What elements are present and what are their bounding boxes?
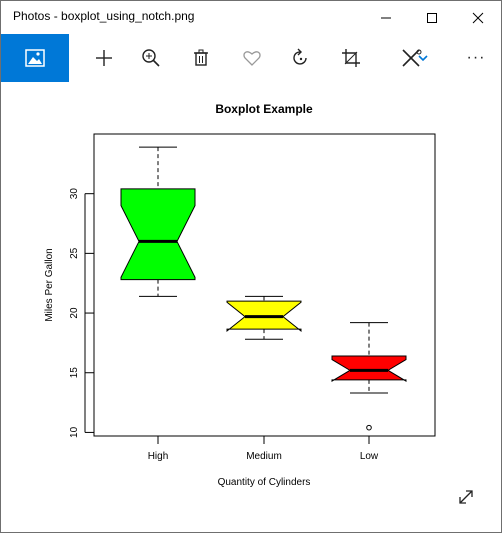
x-axis-label: Quantity of Cylinders (218, 477, 311, 488)
rotate-button[interactable] (278, 34, 324, 82)
more-icon: ··· (466, 49, 486, 66)
fullscreen-button[interactable] (455, 486, 477, 508)
view-image-button[interactable] (1, 34, 69, 82)
y-tick-label: 20 (69, 307, 80, 319)
chart-title: Boxplot Example (215, 102, 313, 116)
box-low (331, 322, 407, 431)
add-icon (96, 50, 112, 66)
outlier-point (366, 424, 372, 431)
image-icon (25, 49, 45, 67)
chevron-down-icon (418, 55, 428, 62)
delete-button[interactable] (178, 34, 224, 82)
edit-button[interactable] (389, 34, 435, 82)
toolbar (1, 34, 501, 82)
rotate-icon (293, 48, 307, 65)
image-viewer: Boxplot Example Quantity of Cylinders Mi… (1, 82, 501, 532)
delete-icon (194, 49, 208, 66)
maximize-button[interactable] (409, 1, 455, 34)
close-icon (472, 12, 484, 23)
x-tick-label: Low (360, 451, 379, 462)
box-medium (226, 295, 302, 340)
maximize-icon (427, 12, 437, 23)
y-tick-label: 10 (69, 426, 80, 438)
crop-button[interactable] (328, 34, 374, 82)
minimize-icon (381, 17, 391, 18)
edit-icon (402, 49, 422, 67)
zoom-in-button[interactable] (128, 34, 174, 82)
edit-menu-button[interactable] (411, 34, 435, 82)
box-high (120, 146, 196, 297)
x-tick-label: Medium (246, 451, 282, 462)
y-axis-label: Miles Per Gallon (44, 248, 55, 321)
expand-icon (459, 490, 473, 504)
crop-icon (342, 49, 360, 67)
y-tick-label: 15 (69, 367, 80, 379)
zoom-in-icon (142, 49, 160, 67)
notched-box (120, 188, 196, 281)
window-title: Photos - boxplot_using_notch.png (13, 9, 195, 23)
boxplot-chart: Boxplot Example Quantity of Cylinders Mi… (44, 102, 436, 488)
more-button[interactable]: ··· (453, 34, 499, 82)
minimize-button[interactable] (363, 1, 409, 34)
y-tick-label: 30 (69, 188, 80, 200)
add-button[interactable] (81, 34, 127, 82)
plot-frame (93, 133, 436, 437)
favorite-button[interactable] (229, 34, 275, 82)
x-tick-label: High (148, 451, 169, 462)
title-bar: Photos - boxplot_using_notch.png (1, 1, 501, 34)
y-tick-label: 25 (69, 247, 80, 259)
close-button[interactable] (455, 1, 501, 34)
notched-box (331, 355, 407, 382)
favorite-icon (243, 51, 261, 66)
